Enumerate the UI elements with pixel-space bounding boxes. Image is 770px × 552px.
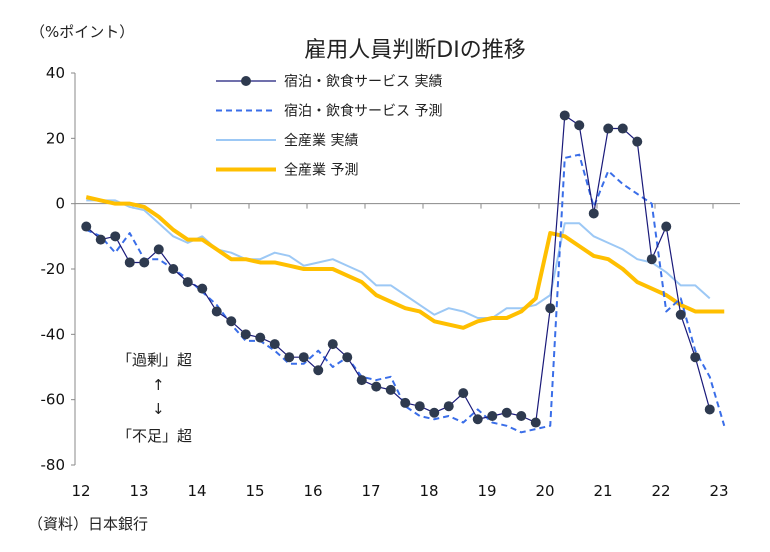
hotel-actual-marker — [342, 352, 353, 363]
x-tick-label: 14 — [187, 482, 206, 500]
legend-marker — [241, 76, 251, 86]
hotel-actual-marker — [501, 407, 512, 418]
hotel-actual-marker — [646, 254, 657, 265]
hotel-actual-marker — [516, 411, 527, 421]
hotel-actual-marker — [603, 123, 614, 134]
hotel-actual-marker — [182, 277, 193, 288]
excess-annotation: 「過剰」超 — [117, 351, 193, 369]
y-tick-label: -40 — [41, 325, 66, 343]
series-line-all-forecast — [85, 195, 725, 330]
hotel-actual-marker — [443, 401, 454, 412]
x-tick-label: 21 — [593, 482, 612, 500]
hotel-actual-marker — [81, 221, 92, 232]
hotel-actual-marker — [153, 244, 164, 255]
hotel-actual-marker — [588, 208, 599, 219]
series-line-hotel-forecast — [85, 153, 726, 434]
legend-label: 宿泊・飲食サービス 予測 — [284, 103, 442, 120]
hotel-actual-marker — [429, 407, 440, 418]
hotel-actual-marker — [574, 120, 585, 131]
x-tick-label: 19 — [477, 482, 496, 500]
hotel-actual-marker — [240, 329, 251, 340]
hotel-actual-marker — [530, 417, 541, 428]
x-tick-label: 13 — [129, 482, 148, 500]
hotel-actual-marker — [458, 388, 469, 399]
hotel-actual-marker — [690, 352, 701, 363]
hotel-actual-marker — [487, 411, 498, 421]
hotel-actual-marker — [617, 123, 628, 134]
hotel-actual-marker — [400, 397, 411, 408]
arrow-down-icon: ↓ — [152, 400, 165, 418]
legend-label: 宿泊・飲食サービス 実績 — [284, 73, 442, 90]
y-tick-label: -80 — [41, 456, 66, 474]
hotel-actual-marker — [371, 381, 382, 392]
hotel-actual-marker — [211, 306, 222, 317]
x-tick-label: 20 — [535, 482, 554, 500]
y-tick-label: 0 — [55, 195, 65, 213]
y-axis-unit-label: （%ポイント） — [30, 23, 135, 41]
hotel-actual-marker — [559, 110, 570, 121]
arrow-up-icon: ↑ — [152, 376, 165, 394]
hotel-actual-marker — [168, 264, 179, 274]
hotel-actual-marker — [110, 231, 121, 242]
hotel-actual-marker — [95, 234, 106, 245]
x-tick-label: 23 — [709, 482, 728, 500]
hotel-actual-marker — [124, 257, 135, 268]
hotel-actual-marker — [675, 309, 686, 320]
hotel-actual-marker — [704, 404, 715, 415]
hotel-actual-marker — [139, 257, 150, 268]
hotel-actual-marker — [269, 339, 280, 350]
hotel-actual-marker — [385, 384, 396, 395]
x-tick-label: 15 — [245, 482, 264, 500]
x-tick-label: 12 — [71, 482, 90, 500]
hotel-actual-marker — [632, 136, 643, 147]
hotel-actual-marker — [284, 352, 295, 363]
hotel-actual-marker — [414, 401, 425, 412]
y-tick-label: 40 — [46, 64, 65, 82]
x-tick-label: 17 — [361, 482, 380, 500]
x-tick-label: 16 — [303, 482, 322, 500]
chart-title: 雇用人員判断DIの推移 — [304, 38, 526, 63]
hotel-actual-marker — [226, 316, 237, 327]
source-note: （資料）日本銀行 — [28, 515, 149, 533]
series-line-all-actual — [86, 199, 711, 319]
hotel-actual-marker — [545, 303, 556, 314]
y-tick-label: -20 — [41, 260, 66, 278]
legend-label: 全産業 予測 — [284, 162, 358, 179]
y-tick-label: 20 — [46, 129, 65, 147]
hotel-actual-marker — [327, 339, 338, 350]
hotel-actual-marker — [661, 221, 672, 232]
series-layer — [81, 110, 726, 434]
hotel-actual-marker — [298, 352, 309, 363]
hotel-actual-marker — [255, 332, 266, 343]
y-tick-label: -60 — [41, 391, 66, 409]
legend-label: 全産業 実績 — [284, 132, 358, 149]
shortage-annotation: 「不足」超 — [117, 427, 193, 445]
hotel-actual-marker — [356, 375, 367, 386]
hotel-actual-marker — [197, 283, 208, 294]
x-tick-label: 18 — [419, 482, 438, 500]
axes: 40 20 0 -20 -40 -60 -80 12 13 14 15 16 17 18 19 20 21 22 2… — [41, 64, 740, 500]
x-tick-label: 22 — [651, 482, 670, 500]
series-line-hotel-actual — [85, 114, 711, 424]
hotel-actual-marker — [313, 365, 324, 376]
hotel-actual-marker — [472, 414, 483, 425]
